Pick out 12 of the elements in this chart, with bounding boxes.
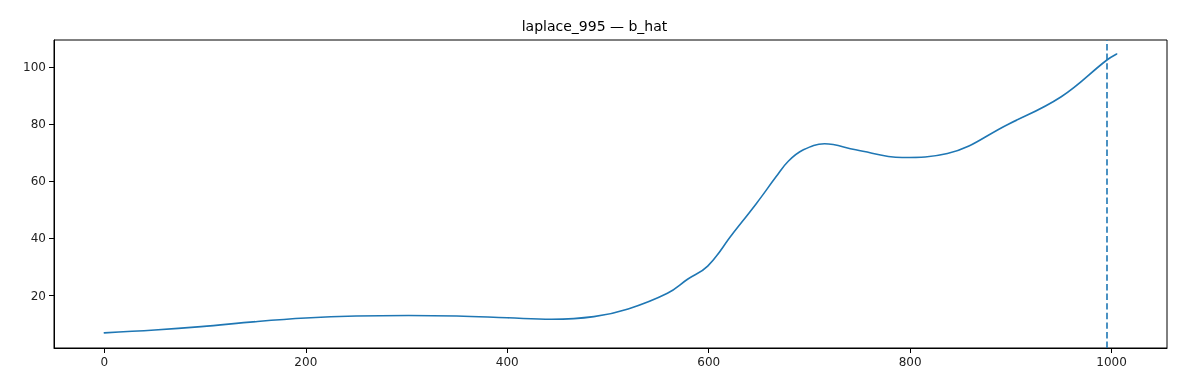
x-tick-label: 800 (898, 355, 922, 369)
chart-title: laplace_995 — b_hat (521, 18, 668, 34)
x-tick-label: 200 (294, 355, 318, 369)
x-tick-label: 600 (697, 355, 721, 369)
y-tick-label: 20 (30, 288, 46, 303)
y-tick-label: 40 (30, 231, 46, 246)
x-tick-label: 1000 (1096, 355, 1127, 369)
y-tick-label: 100 (23, 60, 46, 75)
y-tick-label: 80 (30, 117, 46, 132)
x-tick-label: 0 (100, 355, 109, 369)
y-tick-label: 60 (30, 174, 46, 189)
x-tick-label: 400 (495, 355, 519, 369)
